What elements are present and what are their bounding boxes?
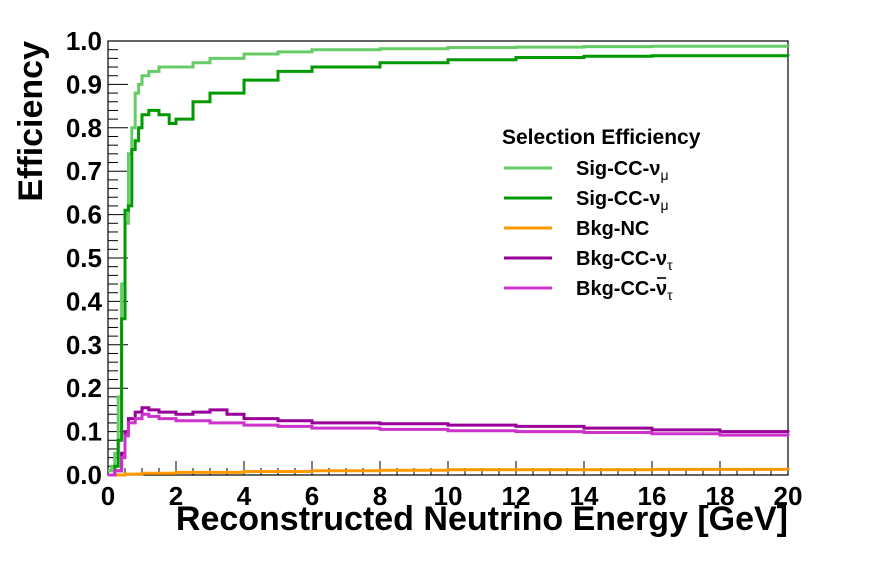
y-tick-label: 0.3 bbox=[66, 330, 102, 360]
series-line-5 bbox=[108, 412, 790, 477]
legend: Selection Efficiency Sig-CC-νμ Sig-CC-νμ B… bbox=[502, 126, 701, 303]
series-line-2 bbox=[108, 54, 790, 477]
y-tick-label: 0.2 bbox=[66, 373, 102, 403]
legend-label-4: Bkg-CC-ντ bbox=[576, 248, 673, 273]
x-tick-label: 14 bbox=[570, 481, 599, 511]
x-tick-label: 8 bbox=[373, 481, 387, 511]
x-tick-label: 20 bbox=[774, 481, 803, 511]
x-tick-label: 10 bbox=[434, 481, 463, 511]
x-tick-label: 4 bbox=[237, 481, 252, 511]
x-tick-label: 0 bbox=[101, 481, 115, 511]
series-line-1 bbox=[108, 44, 790, 473]
x-tick-label: 18 bbox=[706, 481, 735, 511]
x-tick-label: 16 bbox=[638, 481, 667, 511]
y-tick-label: 0.5 bbox=[66, 243, 102, 273]
y-tick-label: 1.0 bbox=[66, 26, 102, 56]
x-tick-label: 12 bbox=[502, 481, 531, 511]
series-layer bbox=[108, 44, 790, 477]
x-tick-label: 2 bbox=[169, 481, 183, 511]
legend-label-1: Sig-CC-νμ bbox=[576, 158, 669, 183]
y-tick-label: 0.6 bbox=[66, 200, 102, 230]
axis-ticks: 0 2 4 6 8 10 12 14 16 18 20 0.0 0.1 0.2 0.3 0.4 0.5 0.6 0.… bbox=[66, 26, 803, 511]
y-tick-label: 0.4 bbox=[66, 286, 103, 316]
y-tick-label: 0.7 bbox=[66, 156, 102, 186]
legend-label-3: Bkg-NC bbox=[576, 218, 649, 240]
legend-title: Selection Efficiency bbox=[502, 126, 701, 149]
x-tick-label: 6 bbox=[305, 481, 319, 511]
legend-label-5: Bkg-CC-ντ bbox=[576, 278, 673, 303]
x-axis-title: Reconstructed Neutrino Energy [GeV] bbox=[176, 500, 788, 538]
y-axis-title: Efficiency bbox=[12, 41, 50, 202]
y-tick-label: 0.8 bbox=[66, 113, 102, 143]
y-tick-label: 0.1 bbox=[66, 417, 102, 447]
legend-label-2: Sig-CC-νμ bbox=[576, 188, 669, 213]
y-tick-label: 0.0 bbox=[66, 460, 102, 490]
y-tick-label: 0.9 bbox=[66, 69, 102, 99]
series-line-3 bbox=[108, 467, 790, 477]
